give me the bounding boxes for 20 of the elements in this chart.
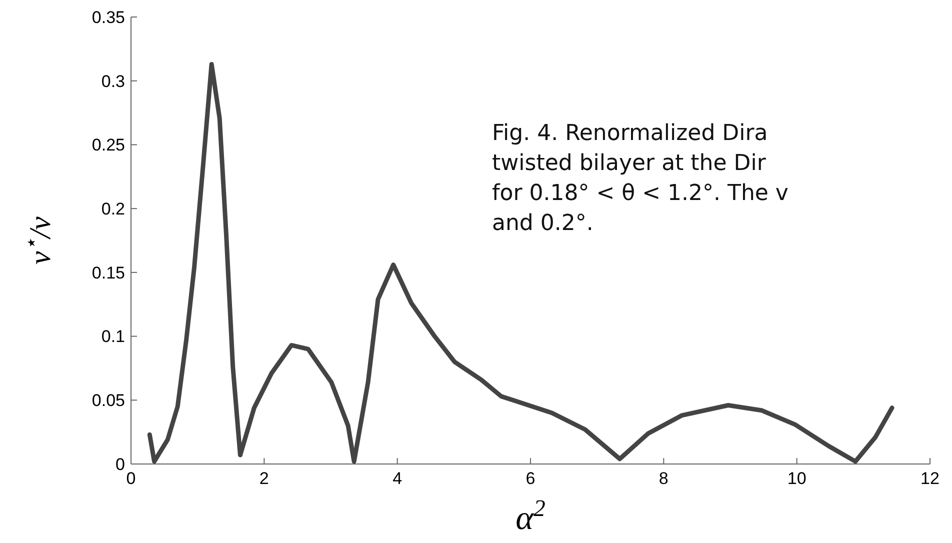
- y-tick-label: 0.15: [92, 263, 125, 282]
- y-tick-label: 0: [116, 454, 125, 474]
- annotation: for 0.18° < θ < 1.2°. The v: [492, 181, 788, 206]
- y-tick-label: 0.1: [101, 327, 125, 346]
- annotation: and 0.2°.: [492, 211, 594, 236]
- x-tick-label: 10: [787, 469, 806, 488]
- y-tick-label: 0.05: [92, 391, 125, 410]
- x-tick-label: 4: [392, 469, 402, 488]
- y-tick-label: 0.2: [101, 200, 125, 219]
- annotation: twisted bilayer at the Dir: [492, 151, 767, 176]
- x-axis-title: α$^{2}$: [516, 496, 546, 537]
- x-tick-label: 6: [526, 469, 536, 488]
- x-tick-label: 12: [920, 469, 940, 488]
- x-tick-label: 8: [658, 469, 668, 488]
- y-tick-label: 0.25: [92, 136, 125, 155]
- x-tick-label: 2: [259, 469, 269, 488]
- y-tick-label: 0.3: [101, 72, 125, 91]
- y-tick-label: 0.35: [92, 8, 125, 27]
- annotation: Fig. 4. Renormalized Dira: [492, 121, 768, 146]
- line-series: [147, 62, 894, 464]
